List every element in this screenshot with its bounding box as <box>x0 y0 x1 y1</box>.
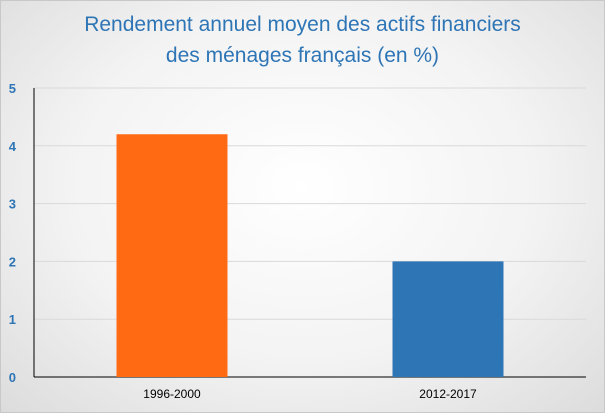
chart-title: Rendement annuel moyen des actifs financ… <box>1 9 604 71</box>
y-tick-label: 5 <box>9 81 16 96</box>
chart-title-line-2: des ménages français (en %) <box>165 44 440 67</box>
bar-2012-2017 <box>392 261 504 377</box>
bar-1996-2000 <box>116 134 228 377</box>
chart-title-line-1: Rendement annuel moyen des actifs financ… <box>84 13 521 36</box>
y-tick-label: 0 <box>9 370 16 385</box>
x-category-label: 2012-2017 <box>419 387 477 401</box>
y-tick-label: 2 <box>9 254 16 269</box>
x-category-label: 1996-2000 <box>143 387 201 401</box>
y-tick-label: 4 <box>9 139 17 154</box>
y-tick-label: 1 <box>9 312 16 327</box>
y-tick-label: 3 <box>9 197 16 212</box>
